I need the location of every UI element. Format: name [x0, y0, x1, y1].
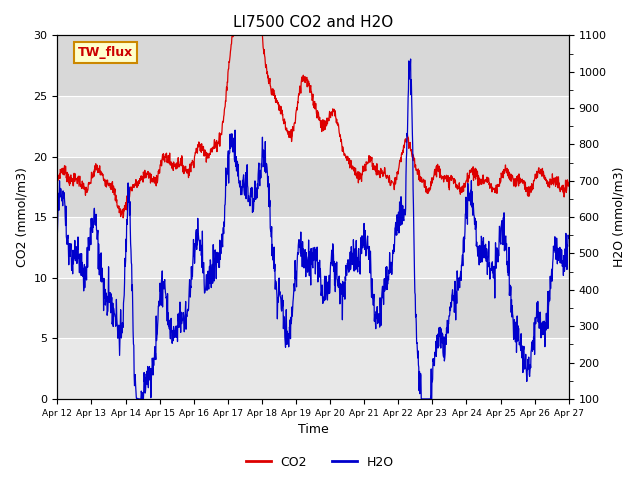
Title: LI7500 CO2 and H2O: LI7500 CO2 and H2O	[233, 15, 393, 30]
Bar	[58, 217, 569, 278]
Bar	[58, 338, 569, 399]
Bar	[58, 96, 569, 156]
Bar	[58, 278, 569, 338]
Y-axis label: H2O (mmol/m3): H2O (mmol/m3)	[612, 167, 625, 267]
Y-axis label: CO2 (mmol/m3): CO2 (mmol/m3)	[15, 167, 28, 267]
Legend: CO2, H2O: CO2, H2O	[241, 451, 399, 474]
Text: TW_flux: TW_flux	[78, 46, 133, 59]
Bar	[58, 156, 569, 217]
X-axis label: Time: Time	[298, 423, 328, 436]
Bar	[58, 36, 569, 96]
